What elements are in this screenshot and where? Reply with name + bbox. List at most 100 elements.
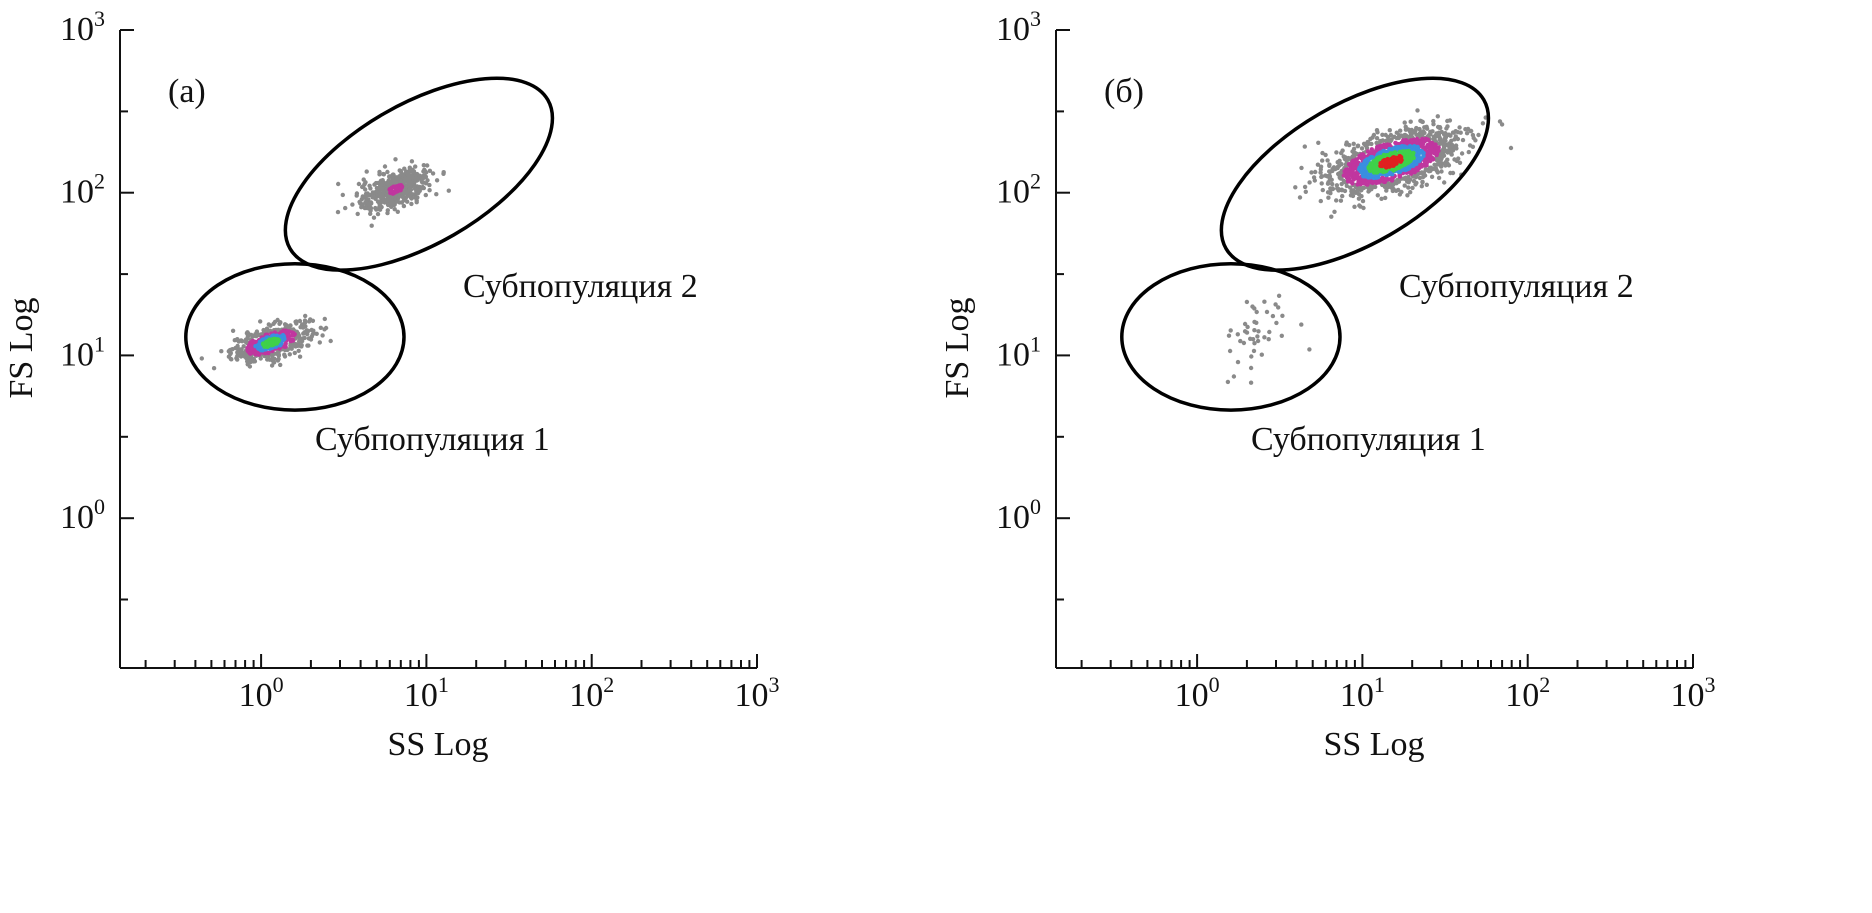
data-points xyxy=(1225,108,1514,385)
data-point xyxy=(1456,156,1461,161)
data-point xyxy=(1319,181,1324,186)
data-point xyxy=(1359,146,1365,151)
data-point xyxy=(1299,165,1304,171)
data-point xyxy=(1254,320,1259,325)
data-point xyxy=(1340,193,1345,199)
data-point xyxy=(363,187,368,192)
data-point xyxy=(1374,136,1380,141)
data-point xyxy=(1470,132,1476,138)
data-point xyxy=(1335,186,1340,191)
data-point xyxy=(1339,187,1344,192)
data-point xyxy=(1379,196,1384,201)
data-point xyxy=(244,336,250,342)
data-point xyxy=(306,336,311,341)
data-point xyxy=(1380,138,1385,143)
gate-ellipse-1 xyxy=(184,261,406,412)
data-point xyxy=(1380,132,1385,137)
data-point xyxy=(1460,137,1466,143)
data-point xyxy=(271,321,276,326)
data-point xyxy=(297,354,303,359)
y-tick-label: 102 xyxy=(60,169,105,211)
data-point xyxy=(317,340,322,345)
data-point xyxy=(1338,198,1344,203)
data-point xyxy=(1375,130,1380,135)
data-point xyxy=(1463,127,1468,132)
data-point xyxy=(1439,169,1444,174)
data-point xyxy=(1227,348,1233,354)
data-point xyxy=(361,184,366,189)
data-point xyxy=(268,340,274,346)
data-point xyxy=(1320,158,1325,163)
gate-ellipse-1 xyxy=(1120,261,1342,412)
data-point xyxy=(1327,163,1332,168)
data-point xyxy=(434,192,439,197)
data-point xyxy=(1419,184,1424,189)
data-point xyxy=(1279,333,1284,338)
data-point xyxy=(1329,177,1334,182)
data-point xyxy=(292,350,297,356)
data-point xyxy=(1438,125,1443,131)
data-point xyxy=(1403,175,1408,180)
data-point xyxy=(1508,145,1514,151)
data-point xyxy=(1330,186,1335,191)
data-point xyxy=(1420,179,1425,184)
data-point xyxy=(230,328,236,333)
data-point xyxy=(1307,347,1312,352)
data-point xyxy=(364,169,369,174)
data-point xyxy=(1231,374,1237,379)
data-point xyxy=(1476,132,1481,138)
data-point xyxy=(1251,348,1257,354)
data-point xyxy=(1235,359,1241,365)
x-tick-label: 101 xyxy=(404,672,449,714)
x-tick-label: 103 xyxy=(735,672,780,714)
data-point xyxy=(350,202,355,207)
gate-label-subpopulation-2: Субпопуляция 2 xyxy=(463,268,698,305)
data-point xyxy=(393,157,398,162)
data-point xyxy=(356,181,362,187)
y-tick-label: 102 xyxy=(996,169,1041,211)
data-point xyxy=(278,362,283,368)
data-point xyxy=(1312,178,1317,183)
data-point xyxy=(421,169,426,174)
x-tick-label: 103 xyxy=(1671,672,1716,714)
data-point xyxy=(310,332,315,337)
data-point xyxy=(421,163,426,168)
data-point xyxy=(1262,299,1267,304)
data-point xyxy=(389,188,394,194)
data-point xyxy=(1252,328,1257,333)
data-point xyxy=(1235,332,1240,337)
data-point xyxy=(301,331,306,336)
data-point xyxy=(369,223,374,228)
data-point xyxy=(1398,128,1403,133)
data-point xyxy=(235,343,240,349)
data-point xyxy=(1302,184,1308,190)
data-point xyxy=(1445,118,1450,124)
data-point xyxy=(1316,140,1321,145)
x-tick-label: 100 xyxy=(239,672,284,714)
data-point xyxy=(1244,330,1250,335)
data-point xyxy=(1383,195,1388,201)
data-point xyxy=(309,327,314,333)
data-point xyxy=(1396,135,1401,141)
y-tick-label: 100 xyxy=(996,494,1041,536)
gate-label-subpopulation-2: Субпопуляция 2 xyxy=(1399,268,1634,305)
data-point xyxy=(229,357,234,362)
data-point xyxy=(1241,340,1247,346)
data-point xyxy=(1262,335,1267,340)
data-point xyxy=(1364,145,1370,151)
data-point xyxy=(1255,334,1260,339)
data-point xyxy=(298,325,303,330)
data-point xyxy=(409,201,414,207)
data-point xyxy=(366,197,371,202)
data-point xyxy=(277,321,282,326)
data-point xyxy=(1252,306,1257,311)
data-point xyxy=(320,333,325,338)
data-point xyxy=(1326,195,1331,200)
data-point xyxy=(1427,165,1432,171)
scatter-plot-a: Субпопуляция 1 Субпопуляция 2 100 101 102 103… xyxy=(3,6,780,763)
data-point xyxy=(1256,329,1261,334)
data-point xyxy=(307,319,312,324)
data-point xyxy=(1448,170,1453,176)
data-point xyxy=(1452,157,1457,162)
data-point xyxy=(1396,187,1401,193)
